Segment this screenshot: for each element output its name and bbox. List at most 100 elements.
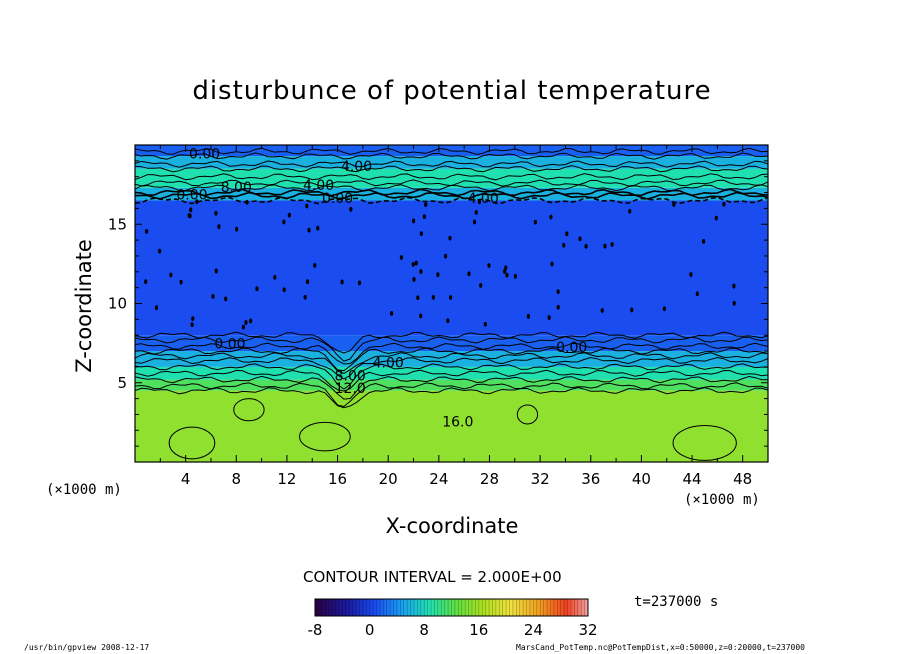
contour-spot (483, 321, 487, 327)
contour-line-1 (135, 375, 768, 400)
contour-label-3: 4.00 (303, 178, 334, 194)
x-tick-label: 12 (277, 470, 296, 488)
contour-label-7: 0.00 (214, 337, 245, 353)
contour-spot (565, 231, 569, 237)
contour-spot (504, 265, 508, 271)
contour-layer-5 (135, 200, 768, 336)
contour-spot (399, 255, 404, 260)
contour-line-13 (135, 342, 768, 365)
x-tick-label: 48 (733, 470, 752, 488)
contour-label-10: 8.00 (335, 368, 366, 384)
contour-line-12 (135, 352, 768, 374)
y-tick-label: 15 (108, 215, 127, 233)
contour-line-4 (135, 331, 768, 354)
contour-spot (562, 242, 566, 248)
contour-line-14 (135, 336, 768, 362)
contour-spot (195, 199, 199, 205)
contour-spot (419, 313, 423, 319)
x-tick-label: 8 (232, 470, 242, 488)
contour-spot (702, 238, 706, 244)
x-tick-label: 28 (480, 470, 499, 488)
contour-spot (255, 286, 259, 292)
colorbar-tick-label: -8 (308, 621, 323, 639)
contour-layer-1 (135, 379, 768, 391)
contour-spot (513, 273, 517, 279)
contour-spot (211, 293, 215, 299)
contour-line-10 (135, 369, 768, 392)
x-unit-right: (×1000 m) (684, 492, 760, 508)
x-tick-label: 20 (379, 470, 398, 488)
contour-label-9: 0.00 (556, 340, 587, 356)
footer-right: MarsCand_PotTemp.nc@PotTempDist,x=0:5000… (516, 643, 805, 652)
contour-spot (526, 313, 531, 319)
contour-spot (533, 219, 537, 225)
contour-spot (411, 218, 416, 224)
contour-spot (273, 274, 277, 280)
contour-spot (307, 227, 311, 233)
contour-spot (144, 228, 149, 234)
contour-spot (179, 279, 183, 285)
colorbar-lines (318, 599, 585, 616)
chart-title: disturbunce of potential temperature (192, 76, 712, 106)
colorbar-tick-label: 32 (578, 621, 597, 639)
contour-lines (135, 147, 768, 461)
closed-contour-3 (672, 425, 737, 461)
contour-spot (411, 262, 415, 267)
colorbar (315, 599, 588, 616)
contour-spot (474, 209, 478, 215)
x-tick-label: 40 (632, 470, 651, 488)
x-tick-label: 16 (328, 470, 347, 488)
x-axis-label: X-coordinate (385, 514, 519, 538)
closed-contour-1 (299, 421, 351, 452)
contour-spot (549, 214, 553, 220)
contour-line-7 (135, 165, 768, 173)
contour-spot (282, 287, 286, 293)
contour-spot (422, 214, 426, 220)
contour-spot (446, 318, 450, 324)
contour-spot (662, 306, 667, 312)
contour-spot (414, 260, 418, 266)
contour-spot (303, 294, 307, 300)
contour-spot (282, 219, 286, 225)
footer-left: /usr/bin/gpview 2008-12-17 (24, 643, 150, 652)
colorbar-tick-label: 24 (524, 621, 543, 639)
y-tick-label: 5 (117, 374, 127, 392)
contour-spot (144, 279, 148, 285)
contour-spot (419, 231, 423, 236)
contour-spot (244, 320, 248, 325)
contour-line-9 (135, 382, 768, 408)
contour-line-2 (135, 363, 768, 390)
contour-spot (722, 201, 726, 207)
contour-spot (187, 213, 191, 218)
contour-spot (419, 269, 423, 274)
contour-line-18 (135, 173, 768, 181)
contour-spot (217, 224, 221, 230)
contour-spot (245, 199, 249, 205)
colorbar-tick-label: 16 (469, 621, 488, 639)
contour-spot (241, 324, 246, 330)
contour-spot (436, 272, 440, 278)
contour-label-11: 12.0 (335, 381, 366, 397)
contour-spot (357, 280, 362, 286)
contour-spot (556, 289, 560, 295)
contour-spot (630, 307, 634, 313)
contour-label-0: 0.00 (189, 147, 220, 163)
contour-spot (603, 243, 607, 249)
y-tick-label: 10 (108, 295, 127, 313)
contour-spot (578, 236, 582, 242)
contour-spot (424, 202, 428, 208)
x-axis: 4 8 12 16 20 24 28 32 36 40 44 48 (159, 145, 769, 488)
y-axis: 5 10 15 (108, 160, 768, 447)
contour-spot (214, 210, 218, 216)
time-label: t=237000 s (634, 594, 719, 610)
contour-spot (224, 296, 228, 302)
contour-spot (214, 268, 218, 274)
closed-contour-0 (168, 426, 216, 460)
contour-label-8: 4.00 (373, 356, 404, 372)
contour-line-3 (135, 347, 768, 372)
y-axis-label: Z-coordinate (72, 239, 96, 373)
contour-layer-0 (135, 390, 768, 462)
x-tick-label: 44 (682, 470, 701, 488)
contour-spot (287, 212, 291, 218)
contour-spot (487, 263, 491, 268)
